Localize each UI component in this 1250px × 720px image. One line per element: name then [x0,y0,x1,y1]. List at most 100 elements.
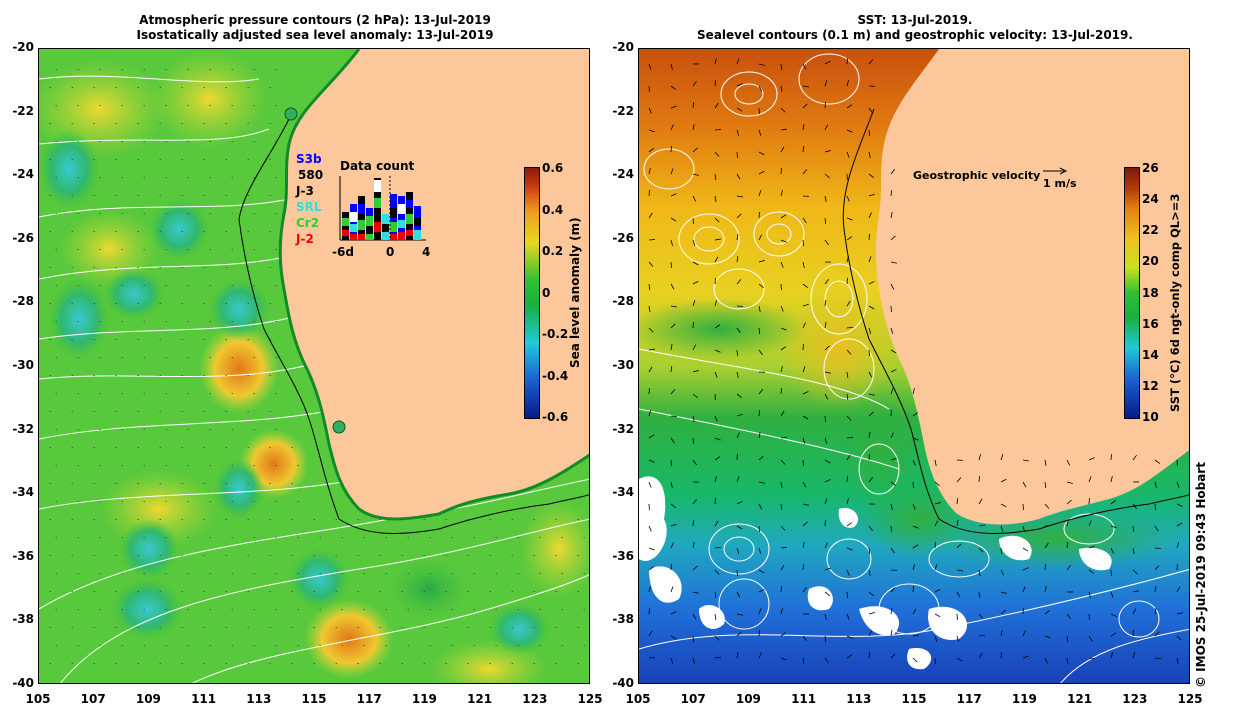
left-title-line1: Atmospheric pressure contours (2 hPa): 1… [139,13,491,27]
sst-tick: 10 [1142,410,1159,424]
right-title-line1: SST: 13-Jul-2019. [857,13,973,27]
lat-tick-label: -36 [612,548,634,563]
lat-tick-label: -20 [12,40,34,54]
lon-tick-label: 111 [791,692,817,706]
lat-tick-label: -26 [12,230,34,245]
data-count-axis-start: -6d [332,245,354,259]
left-title: Atmospheric pressure contours (2 hPa): 1… [40,13,590,43]
lon-tick-label: 125 [1177,692,1203,706]
sst-map-svg [639,49,1189,683]
lon-tick-label: 113 [246,692,272,706]
lon-tick-label: 105 [625,692,651,706]
sst-features [639,289,1179,569]
lat-tick-label: -28 [612,294,634,309]
lon-tick-label: 123 [522,692,548,706]
shelf-break-contour [842,108,1189,534]
lon-tick-label: 117 [356,692,382,706]
velocity-arrows [648,57,1183,665]
lon-tick-label: 107 [680,692,706,706]
mission-cr2: Cr2 [296,216,320,230]
mission-580: 580 [298,168,324,182]
coastline [278,49,589,521]
lon-tick-label: 115 [901,692,927,706]
mission-j3: J-3 [296,184,314,198]
lon-tick-label: 117 [956,692,982,706]
lat-tick-label: -38 [12,612,34,627]
lon-tick-label: 109 [735,692,761,706]
lat-tick-label: -22 [612,103,634,118]
lat-tick-label: -22 [12,103,34,118]
data-count-chart [339,176,426,241]
lat-tick-label: -30 [12,358,34,372]
lon-tick-label: 105 [25,692,51,706]
lon-tick-label: 121 [467,692,493,706]
pressure-contours [39,75,589,683]
data-count-axis-end: 4 [422,245,431,259]
lon-tick-label: 109 [135,692,161,706]
sea-level-anomaly-map[interactable] [38,48,590,684]
tide-gauge-marker[interactable] [284,107,298,121]
right-title: SST: 13-Jul-2019. Sealevel contours (0.1… [640,13,1190,43]
lat-tick-label: -40 [612,676,634,690]
cloud-mask [639,476,1112,670]
lat-tick-label: -24 [12,167,34,182]
sla-tick: 0.6 [542,161,564,175]
imos-credit: © IMOS 25-Jul-2019 09:43 Hobart [1194,462,1208,688]
sst-tick: 14 [1142,348,1159,362]
lon-tick-label: 119 [411,692,437,706]
sla-tick: 0 [542,286,551,300]
lat-tick-label: -26 [612,230,634,245]
sla-tick: 0.4 [542,203,564,217]
mission-j2: J-2 [296,232,314,246]
lon-tick-label: 111 [191,692,217,706]
lat-tick-label: -30 [612,358,634,372]
velocity-scale-label: 1 m/s [1043,177,1077,190]
australia-landmass [280,49,589,519]
mission-s3b: S3b [296,152,322,166]
data-count-axis-zero: 0 [386,245,395,259]
sst-colorbar-label: SST (°C) 6d ngt-only comp QL>=3 [1168,193,1182,412]
lat-tick-label: -28 [12,294,34,309]
sla-tick: 0.2 [542,244,564,258]
australia-landmass [876,49,1189,525]
data-count-title: Data count [340,159,415,173]
sst-map[interactable] [638,48,1190,684]
lat-tick-label: -32 [612,421,634,436]
shelf-break-contour [238,118,589,534]
lon-tick-label: 119 [1011,692,1037,706]
left-title-line2: Isostatically adjusted sea level anomaly… [136,28,494,42]
sla-tick: -0.4 [542,369,569,383]
lon-tick-label: 115 [301,692,327,706]
lon-tick-label: 125 [577,692,603,706]
sla-tick: -0.2 [542,327,569,341]
lat-tick-label: -40 [12,676,34,690]
sla-colorbar [524,167,540,419]
sla-tick: -0.6 [542,410,569,424]
sla-map-svg [39,49,589,683]
velocity-legend-label: Geostrophic velocity [913,169,1041,182]
lat-tick-label: -34 [12,485,34,500]
mission-srl: SRL [296,200,322,214]
lon-tick-label: 107 [80,692,106,706]
velocity-scale-arrow [1043,167,1068,175]
data-count-bars [342,178,421,240]
sst-tick: 18 [1142,286,1159,300]
sst-tick: 16 [1142,317,1159,331]
sla-colorbar-label: Sea level anomaly (m) [568,217,582,368]
sealevel-contours [639,53,1189,683]
sst-tick: 12 [1142,379,1159,393]
lat-tick-label: -24 [612,167,634,182]
sst-tick: 22 [1142,223,1159,237]
data-dots [49,69,585,664]
lat-tick-label: -32 [12,421,34,436]
tide-gauge-marker[interactable] [332,420,346,434]
lat-tick-label: -36 [12,548,34,563]
lat-tick-label: -38 [612,612,634,627]
lat-tick-label: -20 [612,40,634,54]
lon-tick-label: 123 [1122,692,1148,706]
lon-tick-label: 113 [846,692,872,706]
lon-tick-label: 121 [1067,692,1093,706]
sst-tick: 20 [1142,254,1159,268]
sst-tick: 24 [1142,192,1159,206]
right-title-line2: Sealevel contours (0.1 m) and geostrophi… [697,28,1133,42]
